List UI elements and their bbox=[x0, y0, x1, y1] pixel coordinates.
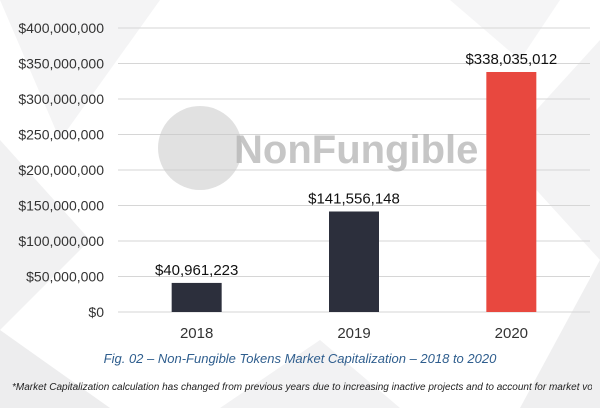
y-tick-label: $300,000,000 bbox=[18, 91, 104, 107]
y-tick-label: $100,000,000 bbox=[18, 233, 104, 249]
y-tick-label: $150,000,000 bbox=[18, 198, 104, 214]
x-tick-label: 2020 bbox=[495, 325, 528, 342]
y-tick-label: $50,000,000 bbox=[26, 269, 104, 285]
y-tick-label: $350,000,000 bbox=[18, 56, 104, 72]
bar-2020 bbox=[486, 71, 537, 312]
y-tick-label: $200,000,000 bbox=[18, 162, 104, 178]
data-labels: $40,961,223 $141,556,148 $338,035,012 bbox=[155, 51, 557, 279]
bar-2018 bbox=[171, 282, 222, 312]
nonfungible-watermark: NonFungible bbox=[158, 106, 478, 190]
y-tick-label: $0 bbox=[88, 304, 104, 320]
y-tick-label: $400,000,000 bbox=[18, 20, 104, 36]
bar-2019 bbox=[329, 211, 379, 312]
data-label: $141,556,148 bbox=[308, 190, 400, 207]
y-axis-ticks: $0 $50,000,000 $100,000,000 $150,000,000 $20… bbox=[18, 20, 104, 320]
figure-caption: Fig. 02 – Non-Fungible Tokens Market Cap… bbox=[103, 351, 497, 366]
footnote: *Market Capitalization calculation has c… bbox=[12, 382, 592, 393]
bars bbox=[171, 71, 537, 312]
watermark-logo-text: NonFungible bbox=[234, 128, 478, 172]
x-tick-label: 2019 bbox=[337, 325, 370, 342]
data-label: $40,961,223 bbox=[155, 262, 238, 279]
data-label: $338,035,012 bbox=[465, 51, 557, 68]
watermark-logo-icon bbox=[158, 106, 242, 190]
x-tick-label: 2018 bbox=[180, 325, 213, 342]
x-axis-ticks: 2018 2019 2020 bbox=[180, 325, 528, 342]
y-tick-label: $250,000,000 bbox=[18, 127, 104, 143]
